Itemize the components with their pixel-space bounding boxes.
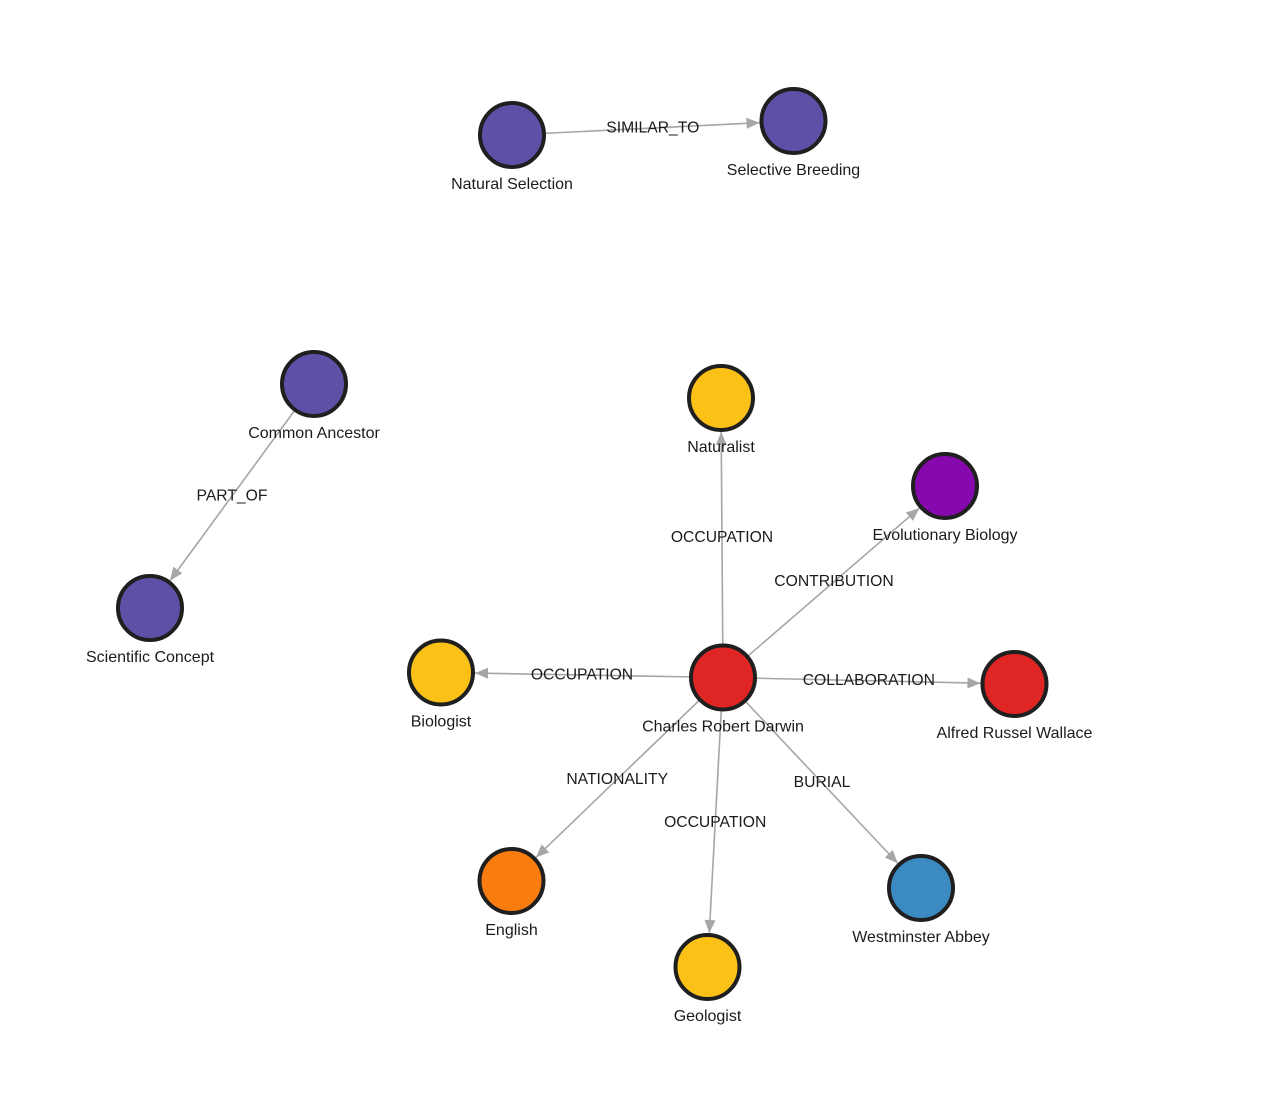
svg-text:Selective Breeding: Selective Breeding [727,162,860,179]
svg-text:Charles Robert Darwin: Charles Robert Darwin [642,719,804,736]
svg-text:COLLABORATION: COLLABORATION [803,672,935,689]
svg-text:Alfred Russel Wallace: Alfred Russel Wallace [937,725,1093,742]
svg-text:NATIONALITY: NATIONALITY [566,771,668,788]
svg-text:Natural Selection: Natural Selection [451,176,573,193]
svg-text:CONTRIBUTION: CONTRIBUTION [774,573,893,590]
svg-text:OCCUPATION: OCCUPATION [671,529,773,546]
svg-text:PART_OF: PART_OF [197,488,268,505]
svg-text:Scientific Concept: Scientific Concept [86,649,215,666]
svg-text:SIMILAR_TO: SIMILAR_TO [606,120,699,137]
svg-text:Common Ancestor: Common Ancestor [248,425,380,442]
svg-text:BURIAL: BURIAL [794,774,851,791]
svg-text:Westminster Abbey: Westminster Abbey [852,929,990,946]
svg-text:OCCUPATION: OCCUPATION [664,814,766,831]
svg-text:Naturalist: Naturalist [687,439,755,456]
svg-text:Evolutionary Biology: Evolutionary Biology [873,527,1018,544]
svg-text:OCCUPATION: OCCUPATION [531,667,633,684]
svg-text:Biologist: Biologist [411,714,472,731]
svg-text:English: English [485,922,537,939]
svg-text:Geologist: Geologist [674,1008,742,1025]
